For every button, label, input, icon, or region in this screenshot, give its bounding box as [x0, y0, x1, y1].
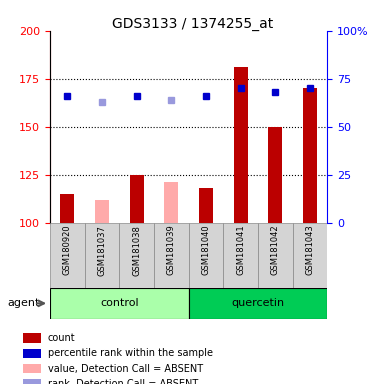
Bar	[50, 223, 85, 288]
Bar	[85, 223, 119, 288]
Bar	[23, 333, 40, 343]
Text: agent: agent	[8, 298, 40, 308]
Text: GSM181039: GSM181039	[167, 225, 176, 275]
Text: GDS3133 / 1374255_at: GDS3133 / 1374255_at	[112, 17, 273, 31]
Bar	[164, 182, 178, 223]
Bar	[95, 200, 109, 223]
Text: GSM181043: GSM181043	[305, 225, 315, 275]
Bar	[50, 288, 189, 319]
Text: rank, Detection Call = ABSENT: rank, Detection Call = ABSENT	[48, 379, 198, 384]
Bar	[293, 223, 327, 288]
Text: percentile rank within the sample: percentile rank within the sample	[48, 348, 213, 358]
Text: GSM181041: GSM181041	[236, 225, 245, 275]
Text: GSM181037: GSM181037	[97, 225, 107, 276]
Bar	[303, 88, 317, 223]
Text: count: count	[48, 333, 75, 343]
Bar	[199, 188, 213, 223]
Text: GSM181038: GSM181038	[132, 225, 141, 276]
Text: GSM181042: GSM181042	[271, 225, 280, 275]
Text: GSM181040: GSM181040	[201, 225, 211, 275]
Bar	[23, 349, 40, 358]
Bar	[130, 175, 144, 223]
Bar	[189, 288, 327, 319]
Bar	[23, 364, 40, 373]
Bar	[234, 67, 248, 223]
Text: GSM180920: GSM180920	[63, 225, 72, 275]
Text: quercetin: quercetin	[231, 298, 285, 308]
Bar	[119, 223, 154, 288]
Text: value, Detection Call = ABSENT: value, Detection Call = ABSENT	[48, 364, 203, 374]
Text: control: control	[100, 298, 139, 308]
Bar	[23, 379, 40, 384]
Bar	[154, 223, 189, 288]
Bar	[189, 223, 223, 288]
Bar	[60, 194, 74, 223]
Bar	[223, 223, 258, 288]
Bar	[268, 127, 282, 223]
Bar	[258, 223, 293, 288]
